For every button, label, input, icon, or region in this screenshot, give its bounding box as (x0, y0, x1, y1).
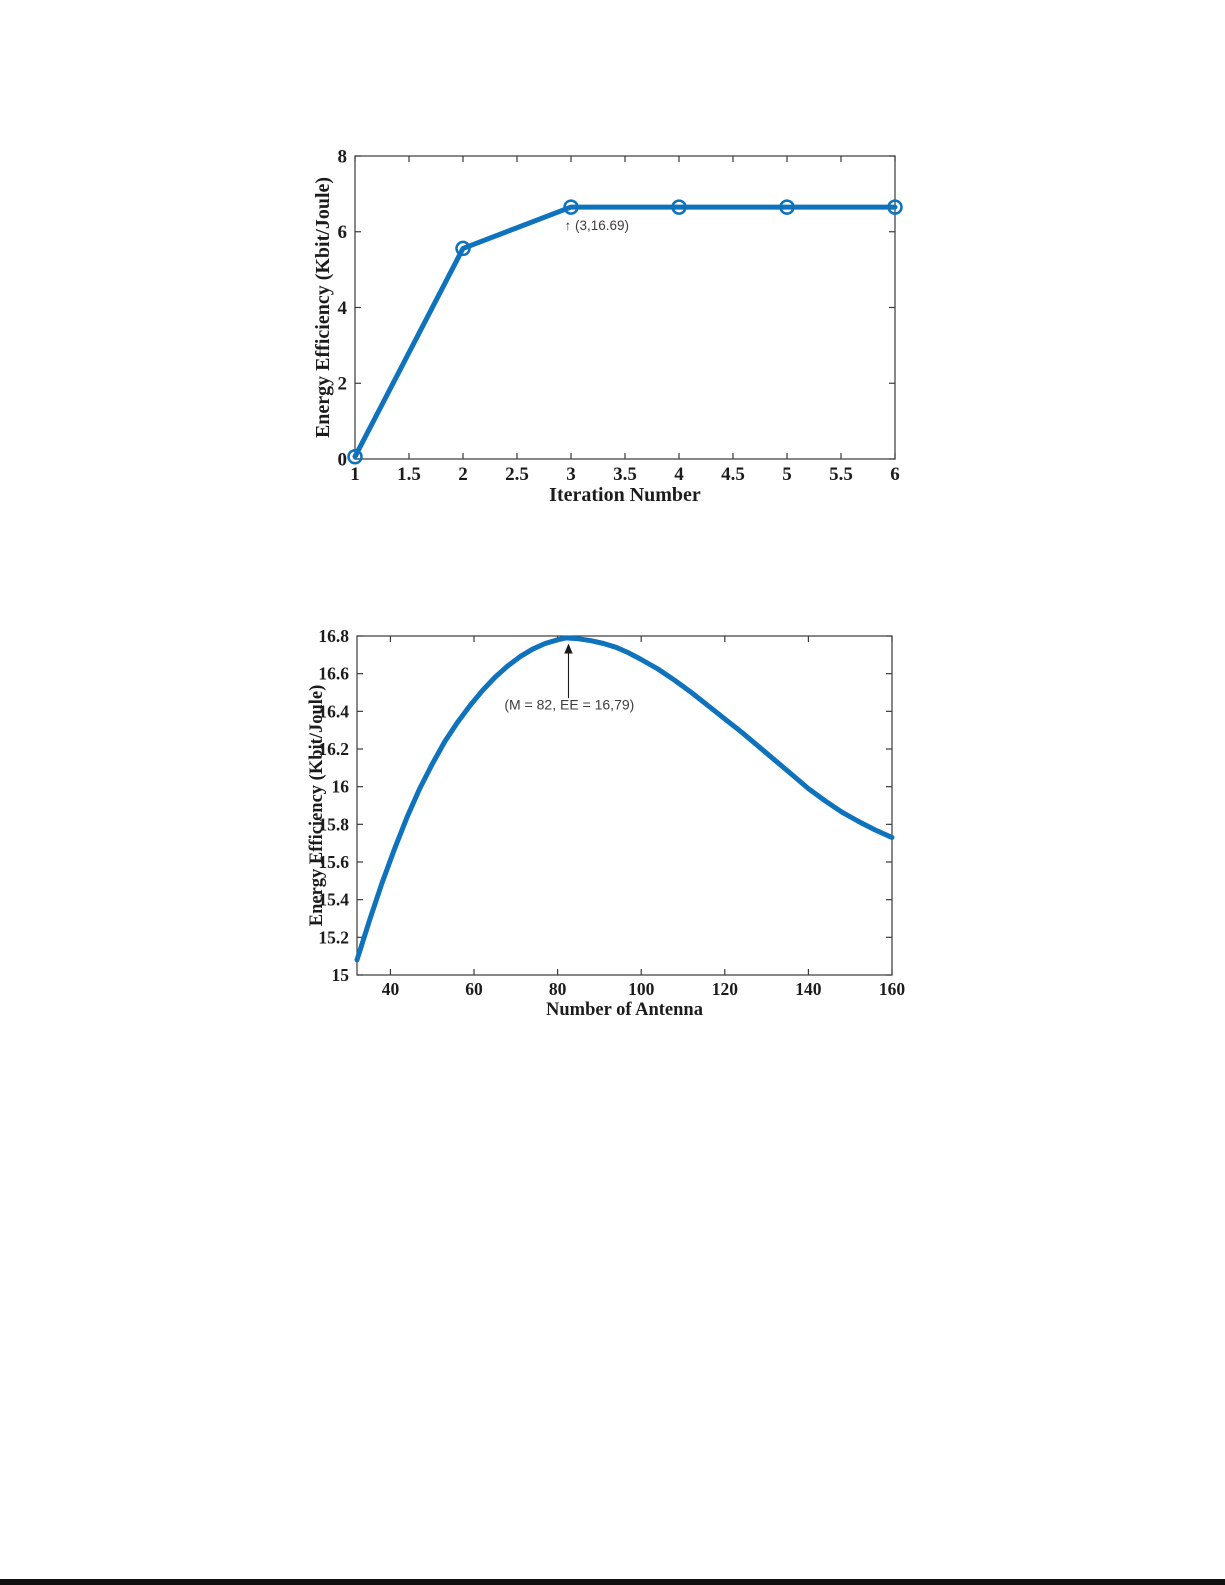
y-axis-label: Energy Efficiency (Kbit/Joule) (312, 177, 334, 438)
x-axis-label: Number of Antenna (546, 1000, 703, 1020)
y-tick-label: 15.4 (318, 890, 349, 910)
y-tick-label: 16 (332, 777, 350, 797)
y-tick-label: 15.8 (318, 814, 349, 834)
data-point-marker (887, 199, 903, 215)
x-tick-label: 5.5 (829, 464, 853, 485)
x-tick-label: 4.5 (721, 464, 745, 485)
annotation-arrowhead (564, 643, 573, 654)
y-tick-label: 8 (338, 146, 348, 167)
x-tick-label: 2.5 (505, 464, 529, 485)
data-point-marker (455, 240, 471, 257)
annotation-text: (M = 82, EE = 16,79) (504, 696, 634, 712)
x-tick-label: 4 (674, 464, 684, 485)
x-tick-label: 40 (382, 979, 400, 999)
energy-efficiency-vs-iteration-line (352, 204, 898, 460)
x-tick-label: 60 (465, 979, 483, 999)
y-tick-label: 16.8 (318, 626, 349, 646)
plot-border (354, 155, 896, 460)
x-tick-label: 160 (879, 979, 906, 999)
x-tick-label: 6 (890, 464, 900, 485)
y-tick-label: 0 (338, 449, 348, 470)
x-tick-label: 100 (628, 979, 655, 999)
x-tick-label: 1 (350, 464, 360, 485)
energy-efficiency-vs-antennas-line (354, 635, 895, 963)
antenna-energy-efficiency-plot: 40 60 80 100 120 140 160 15 15.2 15.4 15.6 15.8 16 16… (307, 626, 906, 1020)
y-tick-label: 15.2 (318, 927, 349, 947)
iteration-convergence-chart: 1 1.5 2 2.5 3 3.5 4 4.5 5 5.5 6 0 2 4 6 8 Iteration Numb… (280, 120, 960, 530)
data-point-marker (563, 199, 579, 215)
x-tick-label: 3 (566, 464, 576, 485)
annotation-text: ↑ (3,16.69) (565, 218, 630, 233)
y-tick-label: 16.6 (318, 664, 349, 684)
iteration-convergence-plot: 1 1.5 2 2.5 3 3.5 4 4.5 5 5.5 6 0 2 4 6 8 Iteration Numb… (312, 146, 903, 506)
data-point-marker (779, 199, 795, 215)
y-tick-label: 2 (338, 374, 348, 395)
x-tick-label: 3.5 (613, 464, 637, 485)
y-tick-label: 15.6 (318, 852, 349, 872)
x-tick-label: 80 (549, 979, 567, 999)
y-tick-label: 16.2 (318, 739, 349, 759)
x-tick-label: 2 (458, 464, 468, 485)
data-point-marker (671, 199, 687, 215)
y-tick-label: 6 (338, 222, 348, 243)
data-point-marker (347, 448, 363, 465)
y-tick-label: 16.4 (318, 701, 349, 721)
y-tick-label: 15 (332, 965, 350, 985)
x-tick-label: 1.5 (397, 464, 421, 485)
page-bottom-border (0, 1579, 1225, 1585)
x-tick-label: 5 (782, 464, 792, 485)
plot-border (356, 635, 893, 976)
antenna-energy-efficiency-chart: 40 60 80 100 120 140 160 15 15.2 15.4 15.6 15.8 16 16… (280, 600, 960, 1030)
y-axis-label: Energy Efficiency (Kbit/Joule) (307, 685, 327, 927)
x-tick-label: 140 (795, 979, 822, 999)
x-tick-label: 120 (712, 979, 739, 999)
x-axis-label: Iteration Number (549, 484, 701, 506)
y-tick-label: 4 (338, 298, 348, 319)
